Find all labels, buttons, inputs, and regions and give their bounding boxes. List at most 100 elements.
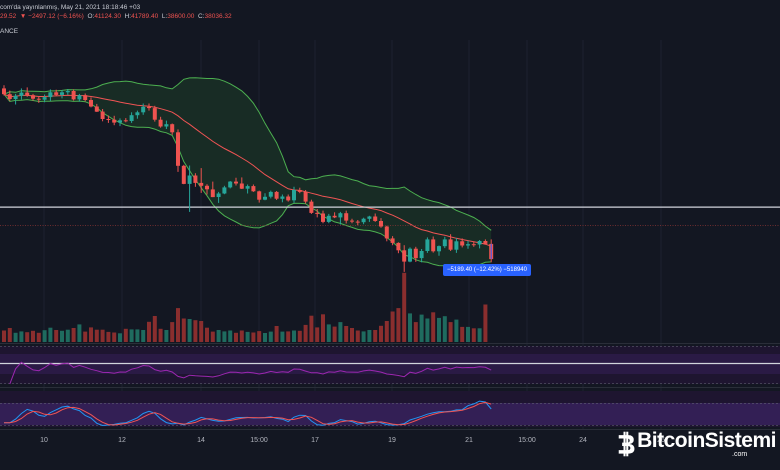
candle-body: [355, 221, 360, 223]
rsi-line: [9, 361, 492, 385]
ohlc-readout: 29.52 ▼ −2497.12 (−6.16%) O:41124.30 H:4…: [0, 13, 232, 20]
candle-body: [222, 187, 227, 194]
candle: [199, 168, 204, 193]
candle: [292, 186, 296, 203]
candle: [77, 93, 82, 102]
volume-bar: [228, 330, 233, 342]
volume-bar: [77, 324, 82, 342]
volume-bar: [460, 326, 465, 342]
volume-bar: [315, 327, 320, 342]
volume-bar: [89, 327, 93, 342]
candle: [42, 94, 47, 103]
candle: [297, 187, 302, 194]
candle-body: [176, 132, 180, 166]
candle: [257, 190, 262, 203]
volume-bar: [425, 318, 430, 342]
volume-bar: [471, 328, 476, 342]
candle: [181, 164, 186, 185]
volume-bar: [199, 321, 204, 342]
candle: [373, 213, 378, 222]
candle: [152, 105, 157, 122]
volume-bar: [297, 330, 302, 342]
candle-body: [332, 215, 337, 218]
candle: [234, 177, 238, 186]
ohlc-price: 29.52: [0, 13, 17, 20]
volume-bar: [54, 330, 59, 342]
volume-bar: [396, 308, 401, 342]
candle-body: [292, 190, 296, 201]
ohlc-open-label: O:: [87, 13, 95, 20]
candle: [239, 177, 244, 189]
candle-body: [60, 92, 64, 95]
candle: [332, 212, 337, 219]
candle-body: [379, 221, 383, 227]
volume-bar: [2, 330, 6, 342]
candle: [228, 181, 233, 189]
volume-bar: [19, 331, 24, 342]
ohlc-low-label: L:: [161, 13, 168, 20]
candle: [338, 211, 343, 225]
candle-body: [158, 119, 163, 127]
candle-body: [373, 216, 378, 221]
candle-body: [251, 186, 256, 192]
candle: [431, 236, 436, 253]
volume-bar: [483, 304, 488, 342]
volume-bar: [141, 330, 146, 342]
candle-body: [321, 213, 325, 222]
volume-bar: [448, 322, 453, 342]
volume-bar: [408, 313, 412, 342]
candle: [158, 116, 163, 128]
volume-bar: [390, 311, 395, 342]
candle-body: [326, 215, 331, 222]
candle-body: [89, 100, 93, 107]
candle: [268, 190, 273, 199]
volume-bar: [25, 332, 30, 342]
volume-bar: [42, 330, 47, 342]
candle: [350, 218, 354, 224]
candle: [176, 129, 180, 172]
volume-bar: [367, 330, 372, 342]
candle-body: [431, 239, 436, 252]
candle: [216, 191, 221, 203]
volume-bar: [268, 331, 273, 342]
volume-bars: [2, 272, 488, 342]
candle-body: [350, 220, 354, 222]
volume-bar: [332, 326, 337, 342]
volume-bar: [321, 314, 325, 342]
candle-body: [135, 112, 140, 116]
x-axis-tick: 19: [388, 437, 396, 444]
watermark-domain: .com: [732, 451, 748, 458]
candle: [326, 213, 331, 224]
volume-bar: [193, 320, 198, 342]
candle-body: [338, 213, 343, 218]
volume-bar: [36, 332, 41, 342]
candle: [106, 115, 111, 123]
candle: [460, 238, 465, 248]
ohlc-close-label: C:: [198, 13, 205, 20]
candle-body: [239, 183, 244, 189]
volume-bar: [112, 332, 117, 342]
ohlc-open: 41124.30: [94, 13, 121, 20]
candle: [280, 194, 285, 203]
candle-body: [193, 175, 198, 183]
candle-body: [390, 238, 395, 243]
volume-bar: [466, 326, 470, 342]
candle: [89, 97, 93, 108]
candle-body: [83, 95, 88, 100]
candle: [379, 218, 383, 228]
candle: [60, 90, 64, 99]
x-axis-tick: 21: [465, 437, 473, 444]
candle-body: [425, 239, 430, 251]
volume-bar: [239, 330, 244, 342]
volume-bar: [210, 331, 215, 342]
x-axis-tick: 14: [197, 437, 205, 444]
ohlc-change: ▼ −2497.12 (−6.16%): [19, 13, 84, 20]
x-axis-tick: 12: [118, 437, 126, 444]
candle-body: [367, 216, 372, 219]
candle-body: [123, 120, 128, 122]
candle-body: [112, 119, 117, 123]
stochastic-pane: [0, 391, 780, 427]
volume-bar: [413, 322, 418, 342]
candle-body: [309, 201, 314, 213]
